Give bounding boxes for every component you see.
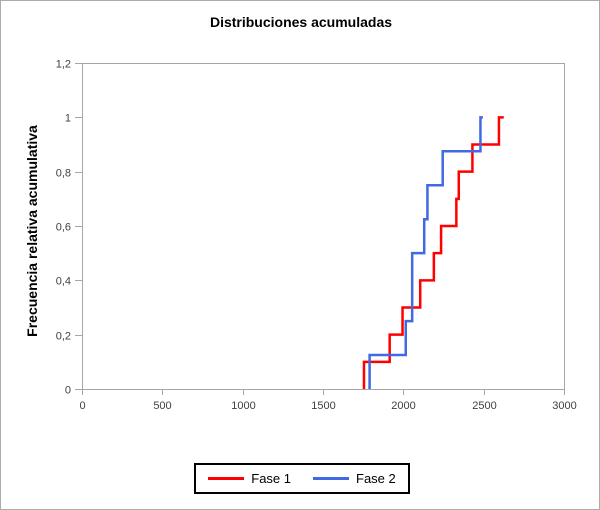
legend-label-fase-2: Fase 2 <box>356 471 396 486</box>
x-tick-label: 1000 <box>231 400 255 412</box>
y-tick-label: 0,6 <box>56 222 71 234</box>
y-tick-label: 0 <box>65 385 71 397</box>
legend: Fase 1 Fase 2 <box>194 463 410 494</box>
y-tick-label: 0,2 <box>56 331 71 343</box>
legend-line-swatch-fase-1 <box>208 477 245 480</box>
y-tick-label: 1,2 <box>56 59 71 71</box>
x-tick-label: 2500 <box>472 400 496 412</box>
x-tick-label: 500 <box>153 400 171 412</box>
series-line-fase-2 <box>368 116 483 389</box>
chart-title: Distribuciones acumuladas <box>209 14 393 30</box>
x-tick-label: 2000 <box>391 400 415 412</box>
y-tick-label: 0,4 <box>56 276 71 288</box>
plot-area-border <box>82 63 565 390</box>
x-tick-label: 0 <box>79 400 85 412</box>
series-line-fase-1 <box>362 116 504 389</box>
y-tick-label: 0,8 <box>56 168 71 180</box>
legend-label-fase-1: Fase 1 <box>251 471 291 486</box>
legend-item-fase-2: Fase 2 <box>313 471 396 486</box>
x-tick-label: 3000 <box>552 400 576 412</box>
legend-line-swatch-fase-2 <box>313 477 349 480</box>
legend-item-fase-1: Fase 1 <box>208 471 291 486</box>
y-tick-label: 1 <box>65 113 71 125</box>
x-tick-label: 1500 <box>311 400 335 412</box>
